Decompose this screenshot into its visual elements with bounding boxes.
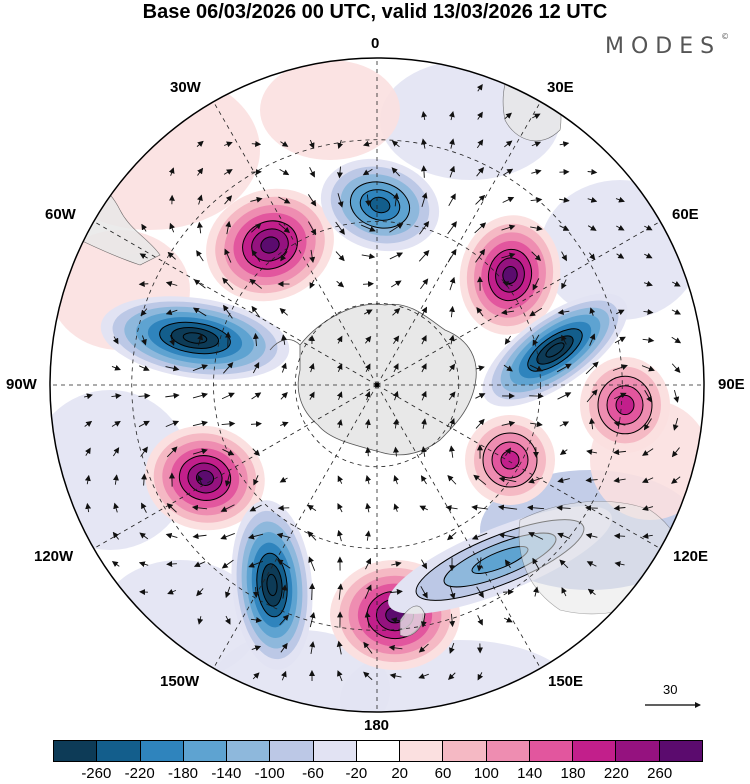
colorbar-swatch [573,741,616,761]
lon-label-60w: 60W [45,207,76,223]
colorbar-tick-label: -60 [302,766,324,782]
colorbar-swatch [270,741,313,761]
lon-label-150w: 150W [160,674,199,690]
wind-vector-arrow [363,284,373,285]
colorbar-tick-label: 100 [474,766,499,782]
colorbar-swatch [400,741,443,761]
colorbar-tick-label: 20 [391,766,408,782]
colorbar-swatch [141,741,184,761]
lon-label-30w: 30W [170,80,201,96]
colorbar-swatch [487,741,530,761]
lon-label-30e: 30E [547,80,574,96]
lon-label-120e: 120E [673,549,708,565]
colorbar-tick-label: 60 [435,766,452,782]
anomaly-high-120e [465,415,555,505]
colorbar-swatch [443,741,486,761]
wind-vector-arrow [167,564,177,565]
colorbar-swatch [530,741,573,761]
colorbar-tick-label: 140 [517,766,542,782]
lon-label-120w: 120W [34,549,73,565]
lon-label-180: 180 [364,718,389,734]
south-pole-dot [375,383,380,388]
lon-label-150e: 150E [548,674,583,690]
lon-label-60e: 60E [672,207,699,223]
lon-label-90w: 90W [6,377,37,393]
colorbar-swatch [227,741,270,761]
colorbar [53,740,703,762]
anomaly-contour-level [616,395,634,414]
background-anomaly-patch [260,60,400,160]
colorbar-tick-label: -140 [211,766,241,782]
colorbar-swatch [616,741,659,761]
colorbar-swatch [660,741,702,761]
colorbar-tick-label: -20 [345,766,367,782]
colorbar-swatch [357,741,400,761]
anomaly-high-90e [580,357,670,453]
wind-vector-arrow [615,536,625,537]
colorbar-swatch [97,741,140,761]
lon-label-90e: 90E [718,377,745,393]
colorbar-tick-label: 180 [560,766,585,782]
wind-vector-arrow [312,584,313,600]
wind-vector-arrow [252,144,260,145]
colorbar-tick-label: -180 [168,766,198,782]
wind-vector-arrow [140,284,149,285]
colorbar-tick-label: 220 [604,766,629,782]
colorbar-swatch [184,741,227,761]
colorbar-tick-label: -100 [255,766,285,782]
colorbar-tick-label: -220 [125,766,155,782]
anomaly-contour-level [501,451,519,469]
colorbar-swatch [314,741,357,761]
colorbar-tick-label: 260 [647,766,672,782]
africa-coast [503,60,561,141]
colorbar-swatch [54,741,97,761]
reference-vector-label: 30 [663,682,677,697]
wind-vector-arrow [503,592,513,593]
colorbar-tick-label: -260 [81,766,111,782]
colorbar-ticks: -260 -220 -180 -140 -100 -60 -20 20 60 100 140 180 2… [0,766,750,784]
lon-label-0: 0 [371,36,379,52]
